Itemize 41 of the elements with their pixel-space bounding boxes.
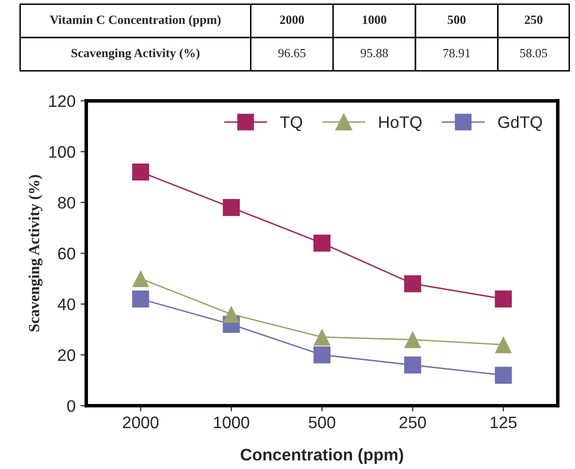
y-axis-title: Scavenging Activity (%) xyxy=(28,175,42,332)
point xyxy=(313,346,331,364)
text: 500 xyxy=(448,16,466,24)
legend-label: GdTQ xyxy=(498,116,542,132)
y-tick-label: 120 xyxy=(49,95,76,108)
point xyxy=(494,290,512,308)
point xyxy=(222,306,240,323)
y-tick-label: 0 xyxy=(67,400,76,412)
text: Scavenging Activity (%) xyxy=(72,48,200,60)
point xyxy=(494,366,512,384)
text: Vitamin C Concentration (ppm) xyxy=(50,15,221,27)
y-tick-label: 60 xyxy=(58,248,76,260)
text: 78.91 xyxy=(443,48,470,58)
x-axis-title: Concentration (ppm) xyxy=(240,448,404,464)
text: 58.05 xyxy=(520,48,548,58)
y-tick-label: 80 xyxy=(58,196,76,209)
text: 1000 xyxy=(362,16,386,24)
point xyxy=(222,199,240,216)
point xyxy=(494,336,512,354)
text: 250 xyxy=(524,16,542,24)
point xyxy=(132,270,150,288)
x-tick-label: 125 xyxy=(490,416,517,428)
x-tick-label: 1000 xyxy=(214,416,250,428)
legend-label: HoTQ xyxy=(379,116,422,132)
point xyxy=(132,290,150,308)
point xyxy=(404,331,422,348)
x-tick-label: 250 xyxy=(400,416,426,428)
point xyxy=(313,234,331,252)
point xyxy=(132,163,150,180)
x-tick-label: 500 xyxy=(308,416,336,428)
point xyxy=(404,275,422,292)
text: 96.65 xyxy=(278,48,306,58)
y-tick-label: 100 xyxy=(49,146,76,158)
point xyxy=(404,356,422,374)
x-tick-label: 2000 xyxy=(122,416,159,428)
text: 95.88 xyxy=(360,48,388,58)
point xyxy=(313,328,331,346)
y-tick-label: 20 xyxy=(58,349,76,362)
text: 2000 xyxy=(280,16,304,24)
legend-label: TQ xyxy=(280,116,302,132)
y-tick-label: 40 xyxy=(58,298,76,310)
